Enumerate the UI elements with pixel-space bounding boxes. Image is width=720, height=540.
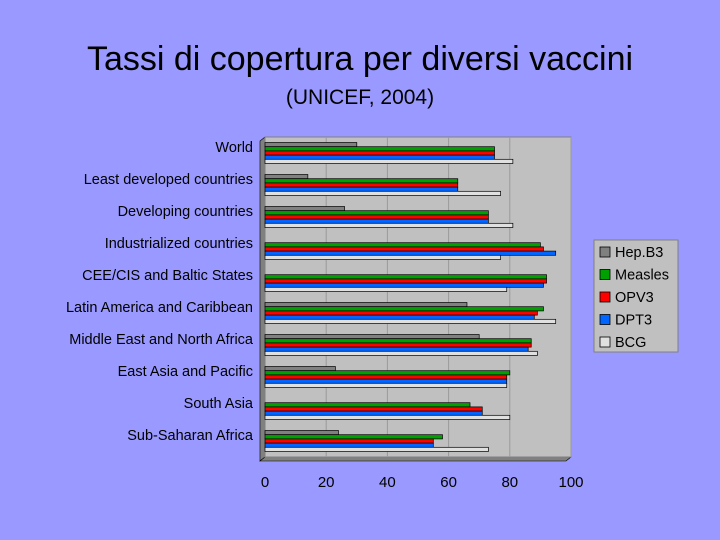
bar-dpt3-5	[264, 314, 535, 320]
bars	[264, 142, 557, 452]
bar-measles-9	[264, 434, 443, 440]
legend-swatch	[599, 291, 611, 303]
bar-bcg-4	[264, 286, 508, 292]
bar-hepb3-6	[264, 334, 480, 340]
bar-measles-1	[264, 178, 459, 184]
bar-opv3-4	[264, 278, 547, 284]
legend-label: Measles	[615, 268, 669, 284]
bar-measles-0	[264, 146, 495, 152]
category-label: Least developed countries	[84, 172, 253, 188]
legend-swatch	[599, 314, 611, 325]
bar-dpt3-1	[264, 186, 459, 192]
plot-side-wall	[259, 136, 266, 462]
bar-opv3-3	[264, 246, 544, 252]
category-label: World	[215, 140, 253, 156]
category-label: Middle East and North Africa	[69, 332, 254, 348]
category-label: Latin America and Caribbean	[66, 300, 253, 316]
bar-opv3-5	[264, 310, 538, 316]
legend-label: BCG	[615, 335, 646, 351]
bar-bcg-2	[264, 222, 514, 228]
bar-hepb3-2	[264, 206, 345, 212]
legend-label: DPT3	[615, 313, 652, 329]
bar-measles-3	[264, 242, 541, 248]
legend-swatch	[599, 246, 611, 258]
bar-hepb3-0	[264, 142, 358, 148]
bar-dpt3-2	[264, 218, 489, 224]
bar-opv3-9	[264, 438, 434, 444]
category-label: South Asia	[184, 396, 254, 412]
legend-swatch	[599, 336, 611, 348]
bar-opv3-2	[264, 214, 489, 220]
category-labels: World Least developed countries Developing…	[66, 140, 254, 444]
legend: Hep.B3 Measles OPV3 DPT3 BCG	[593, 239, 679, 353]
bar-opv3-0	[264, 150, 495, 156]
plot-floor	[259, 456, 572, 462]
category-label: Developing countries	[118, 204, 253, 220]
bar-bcg-5	[264, 318, 557, 324]
bar-measles-7	[264, 370, 511, 376]
x-tick-label: 80	[501, 474, 518, 491]
bar-opv3-1	[264, 182, 459, 188]
bar-opv3-8	[264, 406, 483, 412]
bar-bcg-3	[264, 254, 501, 260]
bar-hepb3-1	[264, 174, 309, 180]
bar-opv3-6	[264, 342, 532, 348]
bar-bcg-6	[264, 350, 538, 356]
bar-dpt3-7	[264, 378, 508, 384]
bar-dpt3-4	[264, 282, 544, 288]
bar-opv3-7	[264, 374, 508, 380]
bar-measles-4	[264, 274, 547, 280]
legend-label: Hep.B3	[615, 245, 663, 261]
bar-measles-2	[264, 210, 489, 216]
bar-bcg-0	[264, 158, 514, 164]
slide-title: Tassi di copertura per diversi vaccini	[86, 40, 634, 78]
bar-bcg-8	[264, 414, 511, 420]
category-label: CEE/CIS and Baltic States	[82, 268, 253, 284]
bar-dpt3-9	[264, 442, 434, 448]
x-tick-label: 20	[318, 474, 335, 491]
category-label: East Asia and Pacific	[118, 364, 253, 380]
category-label: Sub-Saharan Africa	[127, 428, 254, 444]
bar-dpt3-8	[264, 410, 483, 416]
bar-bcg-7	[264, 382, 508, 388]
bar-measles-5	[264, 306, 544, 312]
bar-dpt3-6	[264, 346, 529, 352]
x-tick-label: 60	[440, 474, 457, 491]
bar-dpt3-0	[264, 154, 495, 160]
bar-dpt3-3	[264, 250, 557, 256]
bar-hepb3-7	[264, 366, 336, 372]
x-tick-label: 100	[558, 474, 583, 491]
category-label: Industrialized countries	[105, 236, 253, 252]
legend-swatch	[599, 269, 611, 280]
legend-label: OPV3	[615, 290, 654, 306]
x-axis-ticks: 0 20 40 60 80 100	[261, 474, 584, 491]
bar-bcg-1	[264, 190, 501, 196]
bar-bcg-9	[264, 446, 489, 452]
bar-measles-8	[264, 402, 471, 408]
x-tick-label: 0	[261, 474, 269, 491]
bar-measles-6	[264, 338, 532, 344]
bar-hepb3-9	[264, 430, 339, 436]
slide-subtitle: (UNICEF, 2004)	[285, 86, 435, 109]
x-tick-label: 40	[379, 474, 396, 491]
bar-hepb3-5	[264, 302, 468, 308]
